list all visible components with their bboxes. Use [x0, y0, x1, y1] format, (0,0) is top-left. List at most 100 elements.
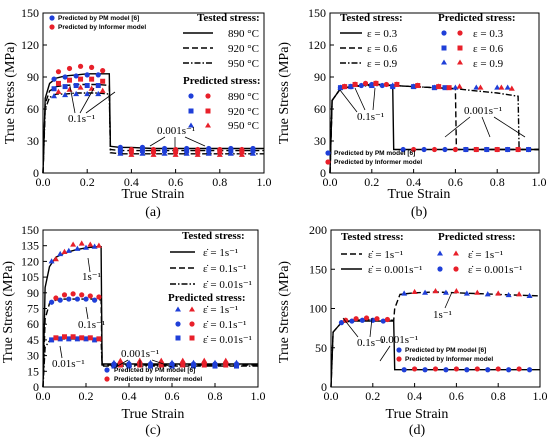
annotation-rate-fast: 0.1s⁻¹ [357, 111, 384, 123]
marker-informer-triangle [216, 151, 223, 157]
marker-informer-circle [362, 80, 369, 86]
y-tick-label: 150 [21, 223, 39, 237]
legend-pm-marker [49, 15, 55, 21]
series-line-2 [42, 83, 264, 174]
legend-predicted-3: ε̇ = 0.01s⁻¹ [203, 334, 252, 346]
legend-pm-marker [325, 150, 331, 156]
legend-pm-marker [104, 367, 110, 373]
legend-tested-2: ε = 0.6 [367, 43, 398, 55]
legend-pred-pm-1 [188, 93, 194, 99]
annotation-arrow [85, 306, 89, 320]
legend-pm-marker [396, 347, 402, 353]
marker-informer-triangle [128, 151, 135, 157]
marker-pm-triangle [494, 84, 501, 90]
marker-pm-triangle [183, 150, 190, 156]
annotation-rate-slow: 0.001s⁻¹ [380, 334, 418, 346]
annotation-rate-fast: 0.1s⁻¹ [68, 113, 95, 125]
marker-pm-triangle [74, 245, 81, 251]
marker-informer-triangle [150, 151, 157, 157]
marker-pm-square [191, 363, 196, 369]
panel-b-label: (b) [411, 205, 428, 220]
marker-informer-triangle [99, 87, 106, 93]
marker-informer-triangle [70, 241, 77, 247]
marker-pm-triangle [368, 82, 375, 88]
legend-tested-1: 890 °C [228, 28, 259, 40]
legend-tested-2: 920 °C [228, 43, 259, 55]
y-tick-label: 15 [27, 364, 39, 378]
marker-pm-triangle [463, 290, 470, 296]
y-tick-label: 105 [21, 270, 39, 284]
x-tick-label: 0.8 [208, 389, 223, 403]
annotation-arrow [372, 87, 376, 111]
panel-c-xlabel: True Strain [122, 407, 185, 422]
panel-b-legend: Tested stress: ε = 0.3 ε = 0.6 ε = 0.9 P… [325, 12, 516, 166]
marker-pm-triangle [484, 291, 491, 297]
marker-pm-circle [464, 367, 470, 373]
marker-pm-square [51, 86, 57, 92]
marker-informer-square [515, 147, 521, 153]
legend-pred-inf-3 [457, 59, 463, 65]
marker-pm-square [442, 85, 448, 91]
marker-pm-circle [51, 76, 57, 82]
legend-tested-3: 950 °C [228, 58, 259, 70]
panel-a-annotations: 0.1s⁻¹ 0.001s⁻¹ [68, 85, 206, 147]
annotation-arrow [115, 359, 129, 368]
x-tick-label: 0.4 [124, 175, 139, 189]
marker-informer-circle [77, 63, 84, 69]
marker-informer-triangle [52, 256, 59, 262]
marker-informer-triangle [516, 291, 523, 297]
marker-pm-square [74, 336, 80, 342]
legend-pred-pm-1 [441, 30, 447, 36]
panel-c-legend: Tested stress: ε̇ = 1s⁻¹ ε̇ = 0.1s⁻¹ ε̇ … [104, 230, 252, 383]
marker-informer-triangle [456, 83, 463, 89]
y-tick-label: 60 [27, 102, 39, 116]
annotation-arrow [354, 87, 366, 111]
legend-predicted-3: 950 °C [228, 120, 259, 132]
annotation-arrow [444, 291, 453, 309]
marker-informer-square [446, 85, 452, 91]
marker-pm-circle [485, 367, 491, 373]
marker-pm-circle [359, 317, 365, 323]
marker-pm-triangle [161, 150, 168, 156]
marker-pm-square [505, 147, 511, 153]
marker-informer-triangle [432, 288, 439, 294]
legend-predicted-2: ε = 0.6 [473, 43, 504, 55]
x-tick-label: 0.4 [406, 175, 421, 189]
marker-pm-circle [74, 296, 80, 302]
marker-informer-square [201, 362, 207, 368]
legend-informer-label: Predicted by Informer model [334, 159, 422, 166]
x-tick-label: 0.2 [364, 175, 379, 189]
marker-pm-triangle [249, 150, 256, 156]
y-tick-label: 50 [315, 341, 327, 355]
marker-pm-triangle [83, 244, 89, 250]
marker-informer-square [158, 362, 164, 368]
marker-informer-triangle [77, 84, 84, 90]
marker-informer-square [62, 334, 67, 340]
marker-pm-circle [66, 296, 72, 302]
legend-pred-inf-1 [189, 306, 195, 312]
marker-pm-circle [400, 146, 406, 153]
marker-informer-square [494, 147, 500, 153]
series-line-2 [329, 83, 539, 174]
marker-informer-square [87, 335, 93, 341]
legend-predicted-2: 920 °C [228, 106, 259, 118]
y-tick-label: 60 [27, 317, 39, 331]
legend-pred-inf-2 [453, 266, 459, 272]
marker-informer-triangle [341, 83, 348, 89]
legend-pred-inf-3 [205, 122, 211, 128]
legend-pred-pm-3 [175, 335, 181, 341]
legend-pred-inf-2 [457, 45, 463, 51]
marker-pm-triangle [57, 250, 64, 257]
x-tick-label: 0.2 [365, 389, 380, 403]
marker-informer-circle [412, 366, 418, 372]
marker-informer-triangle [414, 82, 421, 88]
annotation-rate-001: 0.01s⁻¹ [52, 358, 85, 370]
marker-pm-triangle [139, 150, 146, 156]
marker-pm-square [66, 336, 72, 342]
marker-informer-triangle [172, 151, 179, 157]
marker-informer-triangle [508, 85, 515, 91]
legend-tested-title: Tested stress: [197, 12, 260, 24]
marker-pm-triangle [504, 84, 511, 90]
legend-pred-pm-3 [188, 122, 194, 128]
